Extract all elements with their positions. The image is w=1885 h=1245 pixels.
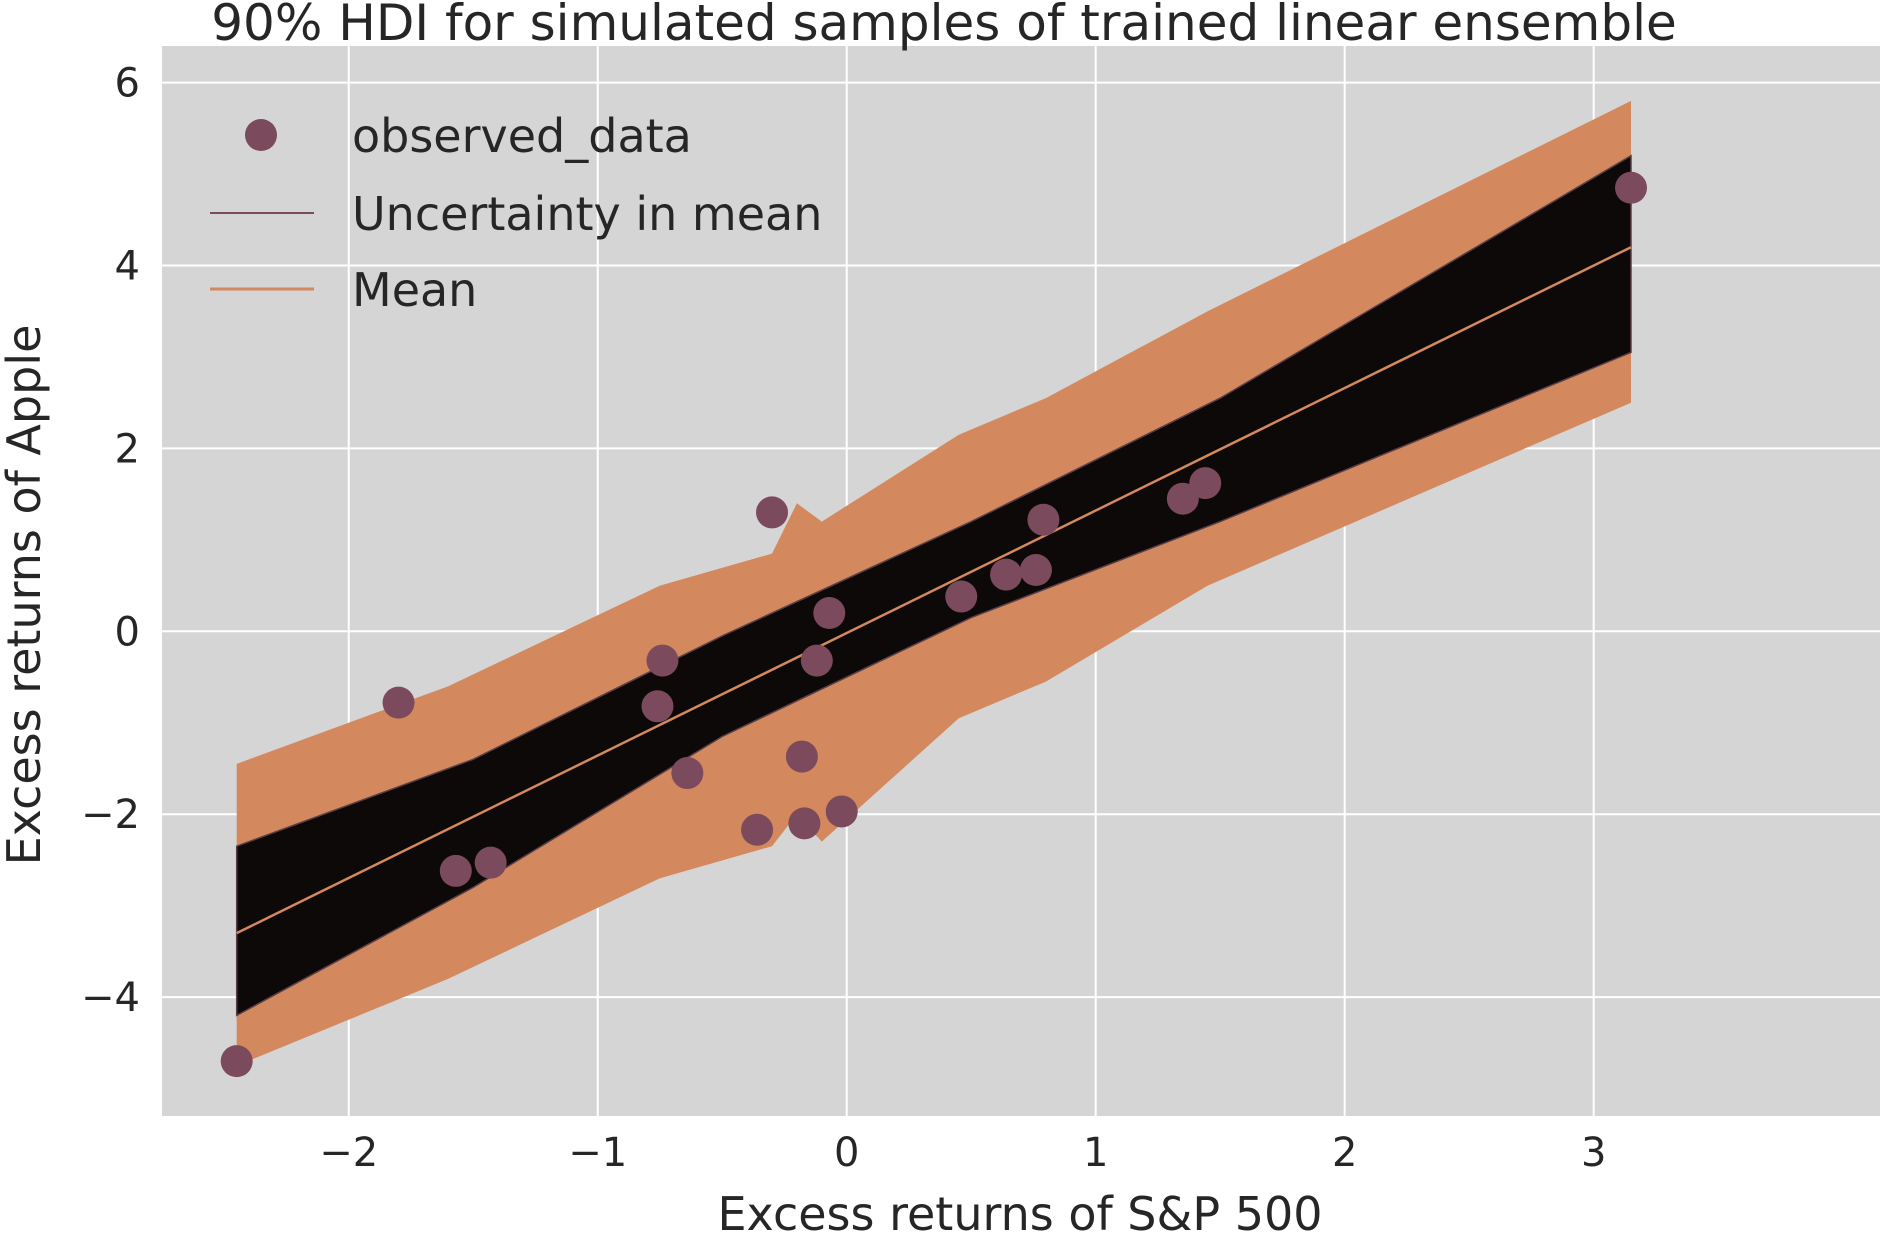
observed-point xyxy=(741,813,774,846)
x-tick-label: −1 xyxy=(568,1130,627,1176)
chart-title: 90% HDI for simulated samples of trained… xyxy=(211,0,1677,52)
observed-point xyxy=(825,795,858,828)
y-tick-label: 6 xyxy=(115,61,140,107)
legend: observed_data Uncertainty in mean Mean xyxy=(210,109,822,317)
observed-point xyxy=(1189,467,1222,500)
x-tick-label: 1 xyxy=(1083,1130,1108,1176)
y-tick-label: −2 xyxy=(81,792,140,838)
x-axis-label: Excess returns of S&P 500 xyxy=(717,1187,1322,1241)
observed-point xyxy=(785,740,818,773)
observed-point xyxy=(641,690,674,723)
observed-point xyxy=(220,1045,253,1078)
y-tick-label: 0 xyxy=(115,609,140,655)
observed-point xyxy=(1615,171,1648,204)
legend-observed-marker xyxy=(245,119,277,151)
observed-point xyxy=(800,644,833,677)
legend-mean-label: Mean xyxy=(352,263,477,317)
x-tick-label: 0 xyxy=(834,1130,859,1176)
tick-labels: −2 −1 0 1 2 3 −4 −2 0 2 4 6 xyxy=(81,61,1606,1176)
observed-point xyxy=(756,496,789,529)
observed-point xyxy=(474,846,507,879)
observed-point xyxy=(945,580,978,613)
legend-observed-label: observed_data xyxy=(352,109,692,163)
y-axis-label: Excess returns of Apple xyxy=(0,325,51,866)
observed-point xyxy=(990,558,1023,591)
data-layer xyxy=(220,100,1648,1078)
observed-point xyxy=(813,597,846,630)
observed-point xyxy=(1166,482,1199,515)
observed-point xyxy=(646,644,679,677)
observed-point xyxy=(1027,503,1060,536)
x-tick-label: 3 xyxy=(1581,1130,1606,1176)
observed-point xyxy=(671,757,704,790)
observed-point xyxy=(439,854,472,887)
uncertainty-band xyxy=(235,154,1632,1017)
y-tick-label: 2 xyxy=(115,426,140,472)
mean-line xyxy=(236,246,1632,935)
observed-point xyxy=(382,686,415,719)
x-tick-label: −2 xyxy=(319,1130,378,1176)
y-tick-label: 4 xyxy=(115,243,140,289)
observed-point xyxy=(1019,554,1052,587)
legend-uncertainty-label: Uncertainty in mean xyxy=(352,187,822,241)
y-tick-label: −4 xyxy=(81,975,140,1021)
observed-point xyxy=(788,807,821,840)
x-tick-label: 2 xyxy=(1332,1130,1357,1176)
